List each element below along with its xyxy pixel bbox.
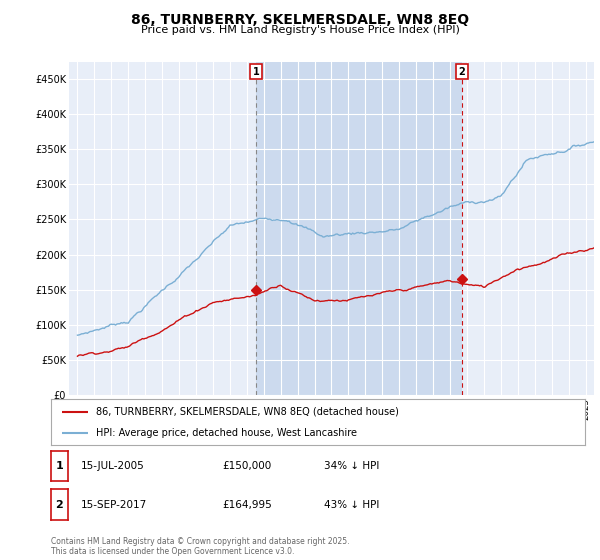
Text: 34% ↓ HPI: 34% ↓ HPI: [324, 461, 379, 471]
Text: Price paid vs. HM Land Registry's House Price Index (HPI): Price paid vs. HM Land Registry's House …: [140, 25, 460, 35]
Text: 15-SEP-2017: 15-SEP-2017: [81, 500, 147, 510]
Text: 2: 2: [56, 500, 63, 510]
Text: 1: 1: [56, 461, 63, 471]
Text: Contains HM Land Registry data © Crown copyright and database right 2025.
This d: Contains HM Land Registry data © Crown c…: [51, 536, 349, 556]
Text: 1: 1: [253, 67, 259, 77]
Text: 15-JUL-2005: 15-JUL-2005: [81, 461, 145, 471]
Text: 86, TURNBERRY, SKELMERSDALE, WN8 8EQ: 86, TURNBERRY, SKELMERSDALE, WN8 8EQ: [131, 13, 469, 27]
Text: HPI: Average price, detached house, West Lancashire: HPI: Average price, detached house, West…: [97, 428, 358, 438]
Text: 43% ↓ HPI: 43% ↓ HPI: [324, 500, 379, 510]
Bar: [256, 62, 462, 395]
Text: £150,000: £150,000: [222, 461, 271, 471]
Text: 86, TURNBERRY, SKELMERSDALE, WN8 8EQ (detached house): 86, TURNBERRY, SKELMERSDALE, WN8 8EQ (de…: [97, 407, 399, 417]
Text: 2: 2: [458, 67, 466, 77]
Text: £164,995: £164,995: [222, 500, 272, 510]
